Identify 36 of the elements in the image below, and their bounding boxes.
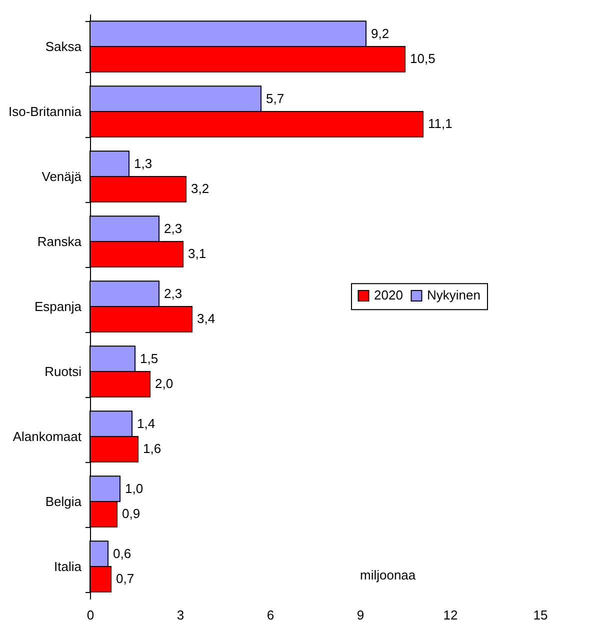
data-label: 1,0 [125,480,144,496]
x-tick-label: 9 [356,608,364,622]
data-label: 0,7 [116,571,134,586]
data-label: 2,0 [155,376,174,392]
legend-label: 2020 [374,288,403,303]
data-label: 3,4 [197,311,216,326]
data-label: 0,6 [113,546,132,561]
y-tick-label: Ranska [37,234,82,249]
y-tick-label: Espanja [34,299,82,314]
y-tick-label: Saksa [45,39,82,54]
x-tick-label: 3 [176,608,184,622]
legend-label: Nykyinen [427,288,480,303]
data-label: 3,2 [191,181,210,196]
x-tick-label: 12 [443,608,458,622]
data-label: 9,2 [371,26,390,41]
x-tick-label: 0 [86,608,94,622]
y-tick-label: Ruotsi [44,364,82,379]
y-tick-label: Iso-Britannia [8,104,82,119]
data-label: 1,3 [134,156,152,171]
data-label: 2,3 [164,286,182,301]
data-label: 1,4 [137,416,156,431]
data-label: 2,3 [164,220,182,236]
y-tick-label: Belgia [45,494,82,509]
data-label: 0,9 [122,506,140,522]
data-label: 1,6 [143,441,162,456]
data-label: 5,7 [266,90,284,106]
data-label: 11,1 [428,116,452,132]
data-label: 1,5 [140,350,158,366]
data-label: 10,5 [410,51,436,66]
y-tick-label: Alankomaat [12,429,82,444]
x-tick-label: 6 [266,608,274,622]
data-label: 3,1 [188,246,206,262]
y-tick-label: Venäjä [42,169,82,184]
x-tick-label: 15 [533,608,548,622]
annotation: miljoonaa [360,568,416,583]
y-tick-label: Italia [54,559,82,574]
